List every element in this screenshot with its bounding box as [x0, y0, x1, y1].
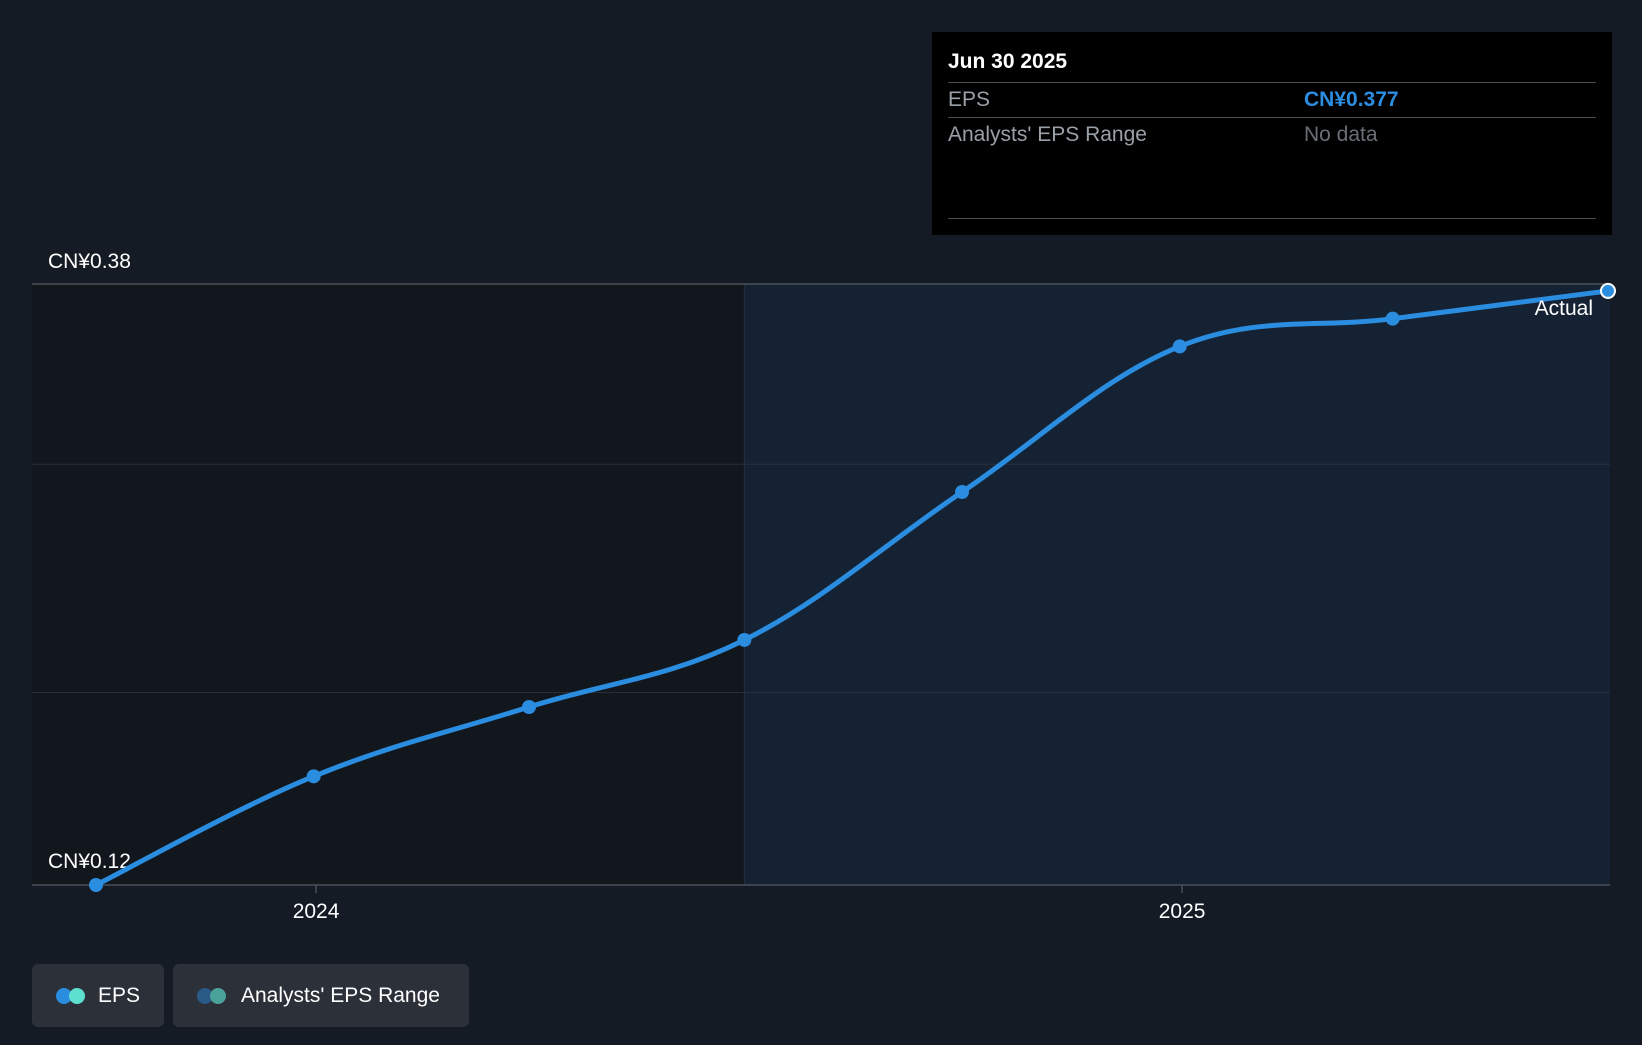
eps-data-point[interactable]: [1172, 339, 1187, 354]
legend-item-eps[interactable]: EPS: [32, 964, 164, 1027]
eps-series-line: [93, 288, 1611, 888]
eps-data-point[interactable]: [1385, 311, 1400, 326]
eps-data-point[interactable]: [89, 878, 103, 892]
eps-data-point[interactable]: [1600, 282, 1616, 299]
eps-data-point[interactable]: [306, 769, 321, 784]
x-tick-label: 2025: [1159, 900, 1206, 923]
x-axis: 2024 2025: [32, 884, 1610, 923]
tooltip-date: Jun 30 2025: [948, 32, 1596, 83]
past-region: [32, 284, 745, 885]
eps-data-point[interactable]: [737, 632, 752, 647]
y-axis-bottom-label: CN¥0.12: [48, 850, 131, 873]
legend-label-eps: EPS: [97, 983, 140, 1007]
analysts-range-legend-icon: [197, 987, 227, 1004]
forecast-region: [744, 284, 1610, 885]
tooltip-eps-label: EPS: [948, 88, 991, 111]
actual-label: Actual: [1535, 297, 1593, 320]
y-axis-top-label: CN¥0.38: [48, 250, 131, 273]
legend-item-analysts-range[interactable]: Analysts' EPS Range: [173, 964, 469, 1027]
eps-data-point[interactable]: [522, 700, 537, 715]
tooltip-row-eps: EPS CN¥0.377: [948, 83, 1596, 118]
tooltip-eps-value: CN¥0.377: [1304, 88, 1399, 111]
tooltip-range-label: Analysts' EPS Range: [948, 123, 1147, 146]
tooltip: Jun 30 2025 EPS CN¥0.377 Analysts' EPS R…: [932, 32, 1612, 235]
tooltip-range-value: No data: [1304, 123, 1378, 146]
tooltip-divider: [948, 218, 1596, 219]
legend: EPS Analysts' EPS Range: [32, 964, 469, 1027]
grid-lines: [32, 283, 1610, 694]
tooltip-row-range: Analysts' EPS Range No data: [948, 118, 1596, 152]
eps-legend-icon: [56, 987, 85, 1004]
eps-points: [89, 282, 1616, 892]
x-tick-label: 2024: [293, 900, 340, 923]
eps-data-point[interactable]: [955, 485, 970, 500]
legend-label-analysts-range: Analysts' EPS Range: [241, 983, 440, 1007]
